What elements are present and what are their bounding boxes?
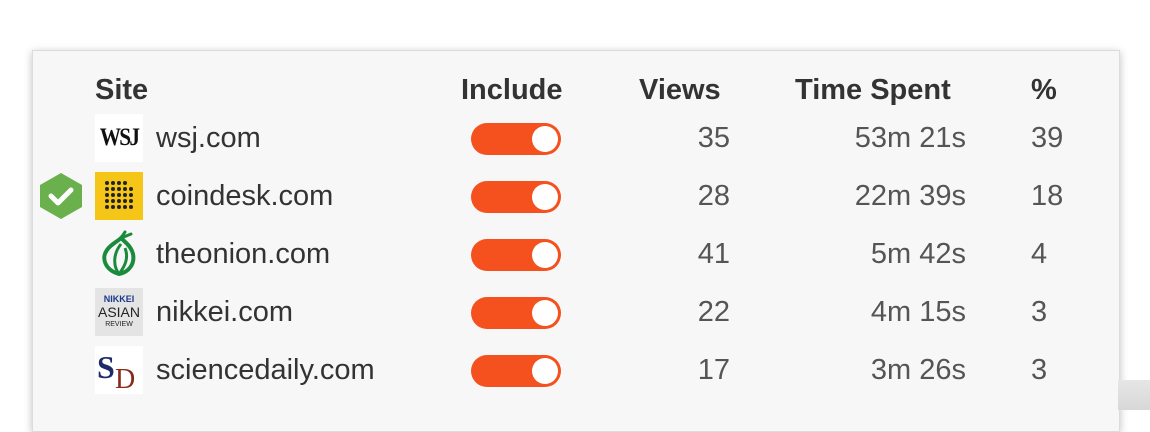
views-value: 35: [697, 122, 730, 154]
toggle-knob: [532, 300, 558, 326]
header-site: Site: [95, 74, 149, 106]
toggle-knob: [532, 126, 558, 152]
include-toggle[interactable]: [471, 297, 561, 329]
views-value: 17: [697, 354, 730, 386]
table-row: WSJ wsj.com 35 53m 21s 39: [0, 111, 1150, 165]
toggle-knob: [532, 358, 558, 384]
views-value: 22: [697, 296, 730, 328]
include-toggle[interactable]: [471, 181, 561, 213]
sciencedaily-logo-icon: S D: [95, 346, 143, 394]
wsj-logo-icon: WSJ: [95, 114, 143, 162]
nikkei-logo-line3: REVIEW: [105, 321, 133, 328]
site-name[interactable]: sciencedaily.com: [156, 354, 375, 386]
table-header: Site Include Views Time Spent %: [0, 70, 1150, 110]
include-toggle[interactable]: [471, 355, 561, 387]
header-include: Include: [461, 74, 563, 106]
toggle-knob: [532, 184, 558, 210]
views-value: 28: [697, 180, 730, 212]
table-row: S D sciencedaily.com 17 3m 26s 3: [0, 343, 1150, 397]
site-name[interactable]: wsj.com: [156, 122, 261, 154]
table-row: NIKKEI ASIAN REVIEW nikkei.com 22 4m 15s…: [0, 285, 1150, 339]
coindesk-logo-icon: [95, 172, 143, 220]
toggle-knob: [532, 242, 558, 268]
include-toggle[interactable]: [471, 123, 561, 155]
table-row: coindesk.com 28 22m 39s 18: [0, 169, 1150, 223]
site-name[interactable]: coindesk.com: [156, 180, 334, 212]
header-time-spent: Time Spent: [795, 74, 951, 106]
table-row: theonion.com 41 5m 42s 4: [0, 227, 1150, 281]
percent-value: 3: [1031, 354, 1048, 386]
time-spent-value: 53m 21s: [854, 122, 966, 154]
include-toggle[interactable]: [471, 239, 561, 271]
nikkei-logo-line1: NIKKEI: [103, 294, 135, 304]
header-views: Views: [639, 74, 721, 106]
nikkei-logo-line2: ASIAN: [97, 304, 140, 320]
time-spent-value: 3m 26s: [870, 354, 966, 386]
site-name[interactable]: nikkei.com: [156, 296, 293, 328]
percent-value: 3: [1031, 296, 1048, 328]
site-name[interactable]: theonion.com: [156, 238, 331, 270]
time-spent-value: 22m 39s: [854, 180, 966, 212]
percent-value: 18: [1031, 180, 1064, 212]
views-value: 41: [697, 238, 730, 270]
time-spent-value: 4m 15s: [870, 296, 966, 328]
percent-value: 4: [1031, 238, 1048, 270]
verified-check-icon: [37, 171, 85, 221]
header-percent: %: [1031, 74, 1057, 106]
theonion-logo-icon: [95, 230, 143, 278]
svg-text:D: D: [115, 364, 135, 394]
svg-text:S: S: [97, 349, 115, 385]
sites-panel: [32, 50, 1120, 432]
time-spent-value: 5m 42s: [870, 238, 966, 270]
percent-value: 39: [1031, 122, 1064, 154]
wsj-logo-text: WSJ: [99, 124, 140, 151]
nikkei-logo-icon: NIKKEI ASIAN REVIEW: [95, 288, 143, 336]
